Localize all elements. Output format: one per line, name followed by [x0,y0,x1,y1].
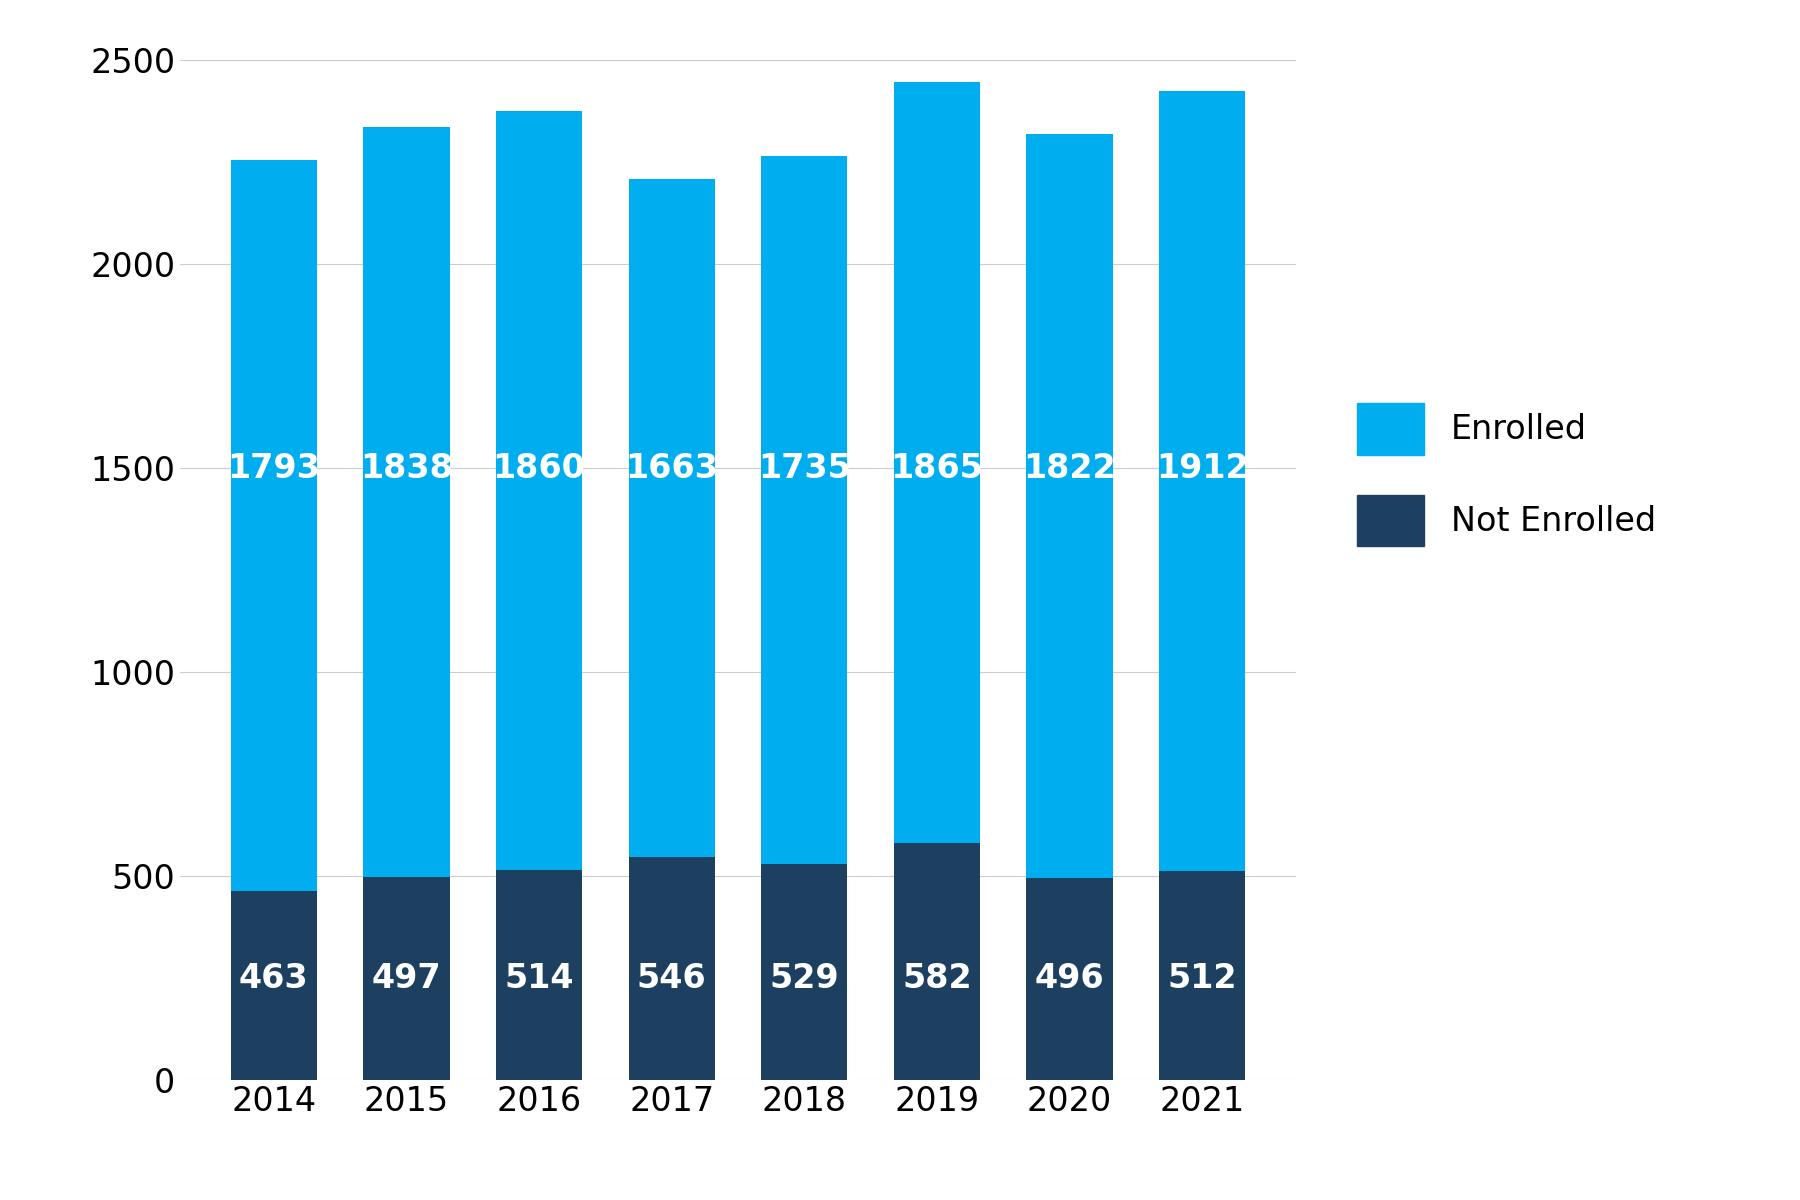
Text: 1663: 1663 [625,451,718,485]
Bar [364,877,450,1080]
Bar [761,156,848,864]
Text: 463: 463 [239,961,308,995]
Text: 497: 497 [371,961,441,995]
Bar [1159,871,1246,1080]
Bar [628,857,715,1080]
Text: 1860: 1860 [493,451,585,485]
Bar [230,892,317,1080]
Text: 512: 512 [1168,961,1237,995]
Text: 496: 496 [1035,961,1105,995]
Bar [895,82,979,842]
Bar [364,127,450,877]
Bar [761,864,848,1080]
Text: 582: 582 [902,961,972,995]
Text: 529: 529 [769,961,839,995]
Text: 1735: 1735 [758,451,851,485]
Text: 546: 546 [637,961,707,995]
Bar [628,179,715,857]
Bar [1026,877,1112,1080]
Text: 514: 514 [504,961,574,995]
Bar [497,112,581,870]
Bar [1026,134,1112,877]
Bar [1159,91,1246,871]
Bar [497,870,581,1080]
Text: 1838: 1838 [360,451,454,485]
Bar [230,160,317,892]
Bar [895,842,979,1080]
Text: 1793: 1793 [227,451,320,485]
Text: 1822: 1822 [1022,451,1116,485]
Text: 1912: 1912 [1156,451,1249,485]
Text: 1865: 1865 [891,451,983,485]
Legend: Enrolled, Not Enrolled: Enrolled, Not Enrolled [1357,403,1656,546]
